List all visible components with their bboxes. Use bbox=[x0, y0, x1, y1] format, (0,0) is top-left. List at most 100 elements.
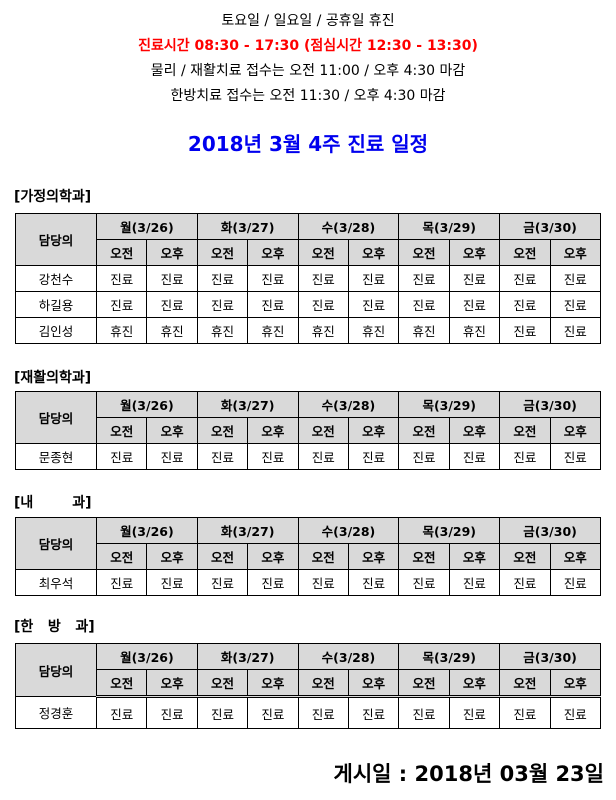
slot-status: 진료 bbox=[247, 443, 299, 470]
am-header: 오전 bbox=[499, 669, 551, 698]
department-label: [한 방 과] bbox=[14, 619, 95, 635]
day-header: 수(3/28) bbox=[297, 643, 400, 670]
doctor-header: 담당의 bbox=[15, 391, 97, 444]
slot-status: 진료 bbox=[398, 291, 450, 318]
slot-status: 진료 bbox=[398, 696, 450, 729]
am-header: 오전 bbox=[95, 543, 148, 570]
slot-status: 진료 bbox=[448, 696, 501, 729]
am-header: 오전 bbox=[297, 543, 349, 570]
slot-status: 진료 bbox=[448, 569, 501, 596]
slot-status: 진료 bbox=[347, 265, 400, 292]
doctor-name: 최우석 bbox=[15, 569, 97, 596]
slot-status: 진료 bbox=[499, 291, 551, 318]
slot-status: 휴진 bbox=[347, 317, 400, 344]
slot-status: 진료 bbox=[347, 443, 400, 470]
hours-notice: 진료시간 08:30 - 17:30 (점심시간 12:30 - 13:30) bbox=[138, 38, 478, 54]
am-header: 오전 bbox=[196, 417, 249, 444]
pm-header: 오후 bbox=[247, 417, 299, 444]
slot-status: 진료 bbox=[549, 696, 602, 729]
rehab-notice: 물리 / 재활치료 접수는 오전 11:00 / 오후 4:30 마감 bbox=[150, 63, 466, 79]
doctor-name: 김인성 bbox=[15, 317, 97, 344]
slot-status: 진료 bbox=[146, 265, 198, 292]
slot-status: 진료 bbox=[196, 569, 249, 596]
pm-header: 오후 bbox=[146, 239, 198, 266]
day-header: 금(3/30) bbox=[499, 643, 601, 670]
slot-status: 진료 bbox=[247, 265, 299, 292]
pm-header: 오후 bbox=[549, 239, 602, 266]
slot-status: 진료 bbox=[146, 291, 198, 318]
am-header: 오전 bbox=[398, 669, 450, 698]
slot-status: 진료 bbox=[247, 696, 299, 729]
doctor-name: 정경훈 bbox=[15, 696, 97, 729]
slot-status: 진료 bbox=[499, 569, 551, 596]
am-header: 오전 bbox=[499, 543, 551, 570]
slot-status: 진료 bbox=[196, 291, 249, 318]
page-title: 2018년 3월 4주 진료 일정 bbox=[187, 132, 429, 156]
day-header: 수(3/28) bbox=[297, 213, 400, 240]
day-header: 월(3/26) bbox=[96, 517, 198, 544]
am-header: 오전 bbox=[196, 543, 249, 570]
department-label: [재활의학과] bbox=[14, 370, 92, 386]
day-header: 수(3/28) bbox=[297, 517, 400, 544]
slot-status: 진료 bbox=[448, 291, 501, 318]
pm-header: 오후 bbox=[448, 543, 501, 570]
department-label: [내 과] bbox=[14, 495, 92, 511]
day-header: 목(3/29) bbox=[398, 517, 501, 544]
pm-header: 오후 bbox=[347, 543, 400, 570]
day-header: 금(3/30) bbox=[499, 391, 601, 418]
table-row: 김인성 휴진 휴진 휴진 휴진 휴진 휴진 휴진 휴진 진료 진료 bbox=[15, 317, 602, 344]
am-header: 오전 bbox=[499, 239, 551, 266]
pm-header: 오후 bbox=[448, 239, 501, 266]
table-row: 문종현 진료 진료 진료 진료 진료 진료 진료 진료 진료 진료 bbox=[15, 443, 602, 470]
posted-date: 게시일 : 2018년 03월 23일 bbox=[333, 762, 604, 786]
day-header: 월(3/26) bbox=[96, 643, 198, 670]
slot-status: 진료 bbox=[398, 569, 450, 596]
day-header: 목(3/29) bbox=[398, 391, 501, 418]
pm-header: 오후 bbox=[146, 669, 198, 698]
pm-header: 오후 bbox=[347, 239, 400, 266]
day-header: 화(3/27) bbox=[196, 643, 299, 670]
slot-status: 진료 bbox=[499, 696, 551, 729]
pm-header: 오후 bbox=[247, 543, 299, 570]
pm-header: 오후 bbox=[146, 543, 198, 570]
slot-status: 진료 bbox=[95, 443, 148, 470]
oriental-notice: 한방치료 접수는 오전 11:30 / 오후 4:30 마감 bbox=[170, 88, 446, 104]
slot-status: 진료 bbox=[347, 569, 400, 596]
slot-status: 진료 bbox=[398, 265, 450, 292]
slot-status: 휴진 bbox=[247, 317, 299, 344]
slot-status: 휴진 bbox=[448, 317, 501, 344]
slot-status: 진료 bbox=[247, 569, 299, 596]
slot-status: 진료 bbox=[95, 696, 148, 729]
slot-status: 진료 bbox=[95, 265, 148, 292]
day-header: 화(3/27) bbox=[196, 213, 299, 240]
doctor-header: 담당의 bbox=[15, 517, 97, 570]
am-header: 오전 bbox=[297, 239, 349, 266]
slot-status: 진료 bbox=[549, 317, 602, 344]
am-header: 오전 bbox=[196, 239, 249, 266]
day-header: 금(3/30) bbox=[499, 517, 601, 544]
slot-status: 진료 bbox=[347, 291, 400, 318]
slot-status: 진료 bbox=[297, 696, 349, 729]
slot-status: 진료 bbox=[499, 443, 551, 470]
schedule-table: 담당의 월(3/26) 화(3/27) 수(3/28) 목(3/29) 금(3/30) 오전… bbox=[15, 643, 602, 729]
pm-header: 오후 bbox=[549, 417, 602, 444]
pm-header: 오후 bbox=[549, 669, 602, 698]
slot-status: 진료 bbox=[146, 569, 198, 596]
am-header: 오전 bbox=[95, 669, 148, 698]
slot-status: 진료 bbox=[146, 443, 198, 470]
am-header: 오전 bbox=[297, 669, 349, 698]
doctor-name: 하길용 bbox=[15, 291, 97, 318]
slot-status: 진료 bbox=[448, 443, 501, 470]
slot-status: 진료 bbox=[196, 443, 249, 470]
day-header: 월(3/26) bbox=[96, 391, 198, 418]
slot-status: 진료 bbox=[549, 291, 602, 318]
pm-header: 오후 bbox=[247, 669, 299, 698]
slot-status: 휴진 bbox=[196, 317, 249, 344]
slot-status: 진료 bbox=[247, 291, 299, 318]
slot-status: 진료 bbox=[549, 265, 602, 292]
day-header: 수(3/28) bbox=[297, 391, 400, 418]
am-header: 오전 bbox=[297, 417, 349, 444]
am-header: 오전 bbox=[499, 417, 551, 444]
slot-status: 진료 bbox=[297, 569, 349, 596]
slot-status: 진료 bbox=[347, 696, 400, 729]
